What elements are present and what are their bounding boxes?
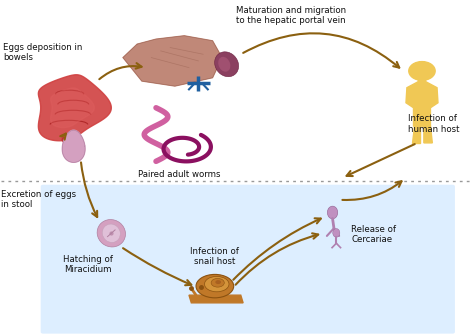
- Polygon shape: [411, 126, 420, 143]
- Polygon shape: [406, 80, 438, 126]
- Text: Release of
Cercariae: Release of Cercariae: [351, 225, 396, 244]
- Text: Maturation and migration
to the hepatic portal vein: Maturation and migration to the hepatic …: [236, 6, 346, 25]
- Text: Infection of
human host: Infection of human host: [408, 115, 459, 134]
- Text: Infection of
snail host: Infection of snail host: [191, 247, 239, 266]
- Polygon shape: [62, 130, 85, 162]
- Text: Eggs deposition in
bowels: Eggs deposition in bowels: [3, 43, 82, 62]
- Polygon shape: [189, 295, 243, 303]
- Polygon shape: [51, 88, 94, 128]
- Ellipse shape: [333, 228, 340, 237]
- FancyBboxPatch shape: [41, 185, 455, 334]
- Text: Excretion of eggs
in stool: Excretion of eggs in stool: [0, 190, 76, 209]
- Text: Paired adult worms: Paired adult worms: [138, 170, 221, 179]
- Text: Hatching of
Miracidium: Hatching of Miracidium: [63, 255, 113, 275]
- Ellipse shape: [211, 279, 224, 287]
- Ellipse shape: [97, 219, 126, 247]
- Ellipse shape: [215, 280, 221, 284]
- Ellipse shape: [196, 275, 234, 298]
- Polygon shape: [424, 126, 432, 143]
- Polygon shape: [38, 75, 111, 141]
- Ellipse shape: [204, 277, 229, 292]
- Circle shape: [409, 61, 435, 80]
- Ellipse shape: [102, 224, 120, 243]
- Polygon shape: [123, 36, 222, 86]
- Ellipse shape: [218, 57, 230, 72]
- Ellipse shape: [328, 206, 337, 219]
- Ellipse shape: [215, 52, 238, 77]
